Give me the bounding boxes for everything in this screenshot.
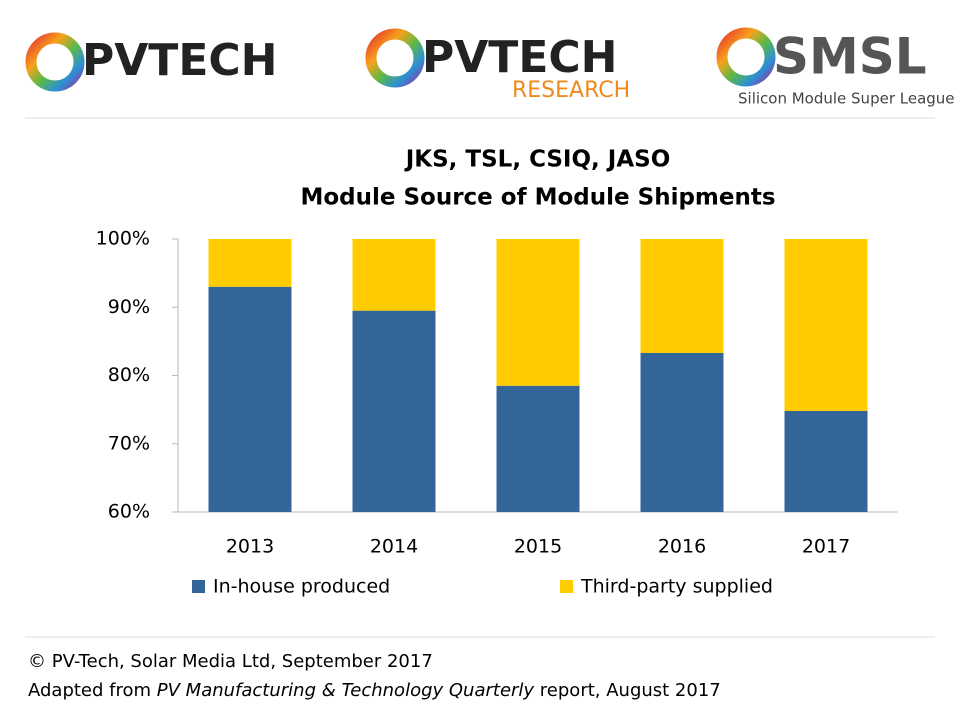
bar-segment: [352, 239, 436, 311]
bar-segment: [352, 310, 436, 512]
x-tick-label: 2013: [226, 536, 274, 558]
bar-segment: [496, 385, 580, 512]
logo-text: PVTECH: [422, 32, 618, 83]
footer-part: Adapted from: [28, 680, 157, 701]
x-tick-label: 2014: [370, 536, 418, 558]
bar-segment: [640, 352, 724, 512]
footer-text: © PV-Tech, Solar Media Ltd, September 20…: [28, 651, 433, 672]
footer-italic: PV Manufacturing & Technology Quarterly: [157, 680, 535, 701]
chart-title: JKS, TSL, CSIQ, JASO: [404, 147, 671, 173]
logo-smsl: SMSL Silicon Module Super League: [716, 27, 955, 108]
logo-pvtech-research: PVTECH RESEARCH: [365, 28, 630, 103]
y-tick-label: 70%: [108, 432, 150, 454]
y-tick-label: 60%: [108, 501, 150, 523]
bar-segment: [784, 410, 868, 512]
legend-label: Third-party supplied: [580, 576, 773, 598]
logo-text: SMSL: [773, 28, 927, 86]
x-tick-label: 2017: [802, 536, 850, 558]
x-tick-label: 2016: [658, 536, 706, 558]
footer-part: report, August 2017: [534, 680, 721, 701]
legend-label: In-house produced: [213, 576, 390, 598]
bar-segment: [640, 239, 724, 353]
bar-segment: [496, 239, 580, 386]
footer-text: Adapted from PV Manufacturing & Technolo…: [28, 680, 721, 701]
y-tick-label: 80%: [108, 364, 150, 386]
legend-swatch: [560, 580, 573, 593]
logo-pvtech: PVTECH: [25, 32, 278, 92]
bar-segment: [208, 286, 292, 512]
bar-segment: [208, 239, 292, 287]
logo-text: PVTECH: [82, 35, 278, 86]
legend-swatch: [192, 580, 205, 593]
x-tick-label: 2015: [514, 536, 562, 558]
bar-segment: [784, 239, 868, 411]
logo-subtext: Silicon Module Super League: [738, 90, 955, 108]
logo-subtext: RESEARCH: [512, 78, 630, 103]
chart-subtitle: Module Source of Module Shipments: [300, 185, 775, 211]
plot: 60% 70% 80% 90% 100% 2013 2014 2015 2016 2017 In-h…: [96, 228, 898, 598]
y-tick-label: 100%: [96, 228, 150, 250]
y-tick-label: 90%: [108, 296, 150, 318]
